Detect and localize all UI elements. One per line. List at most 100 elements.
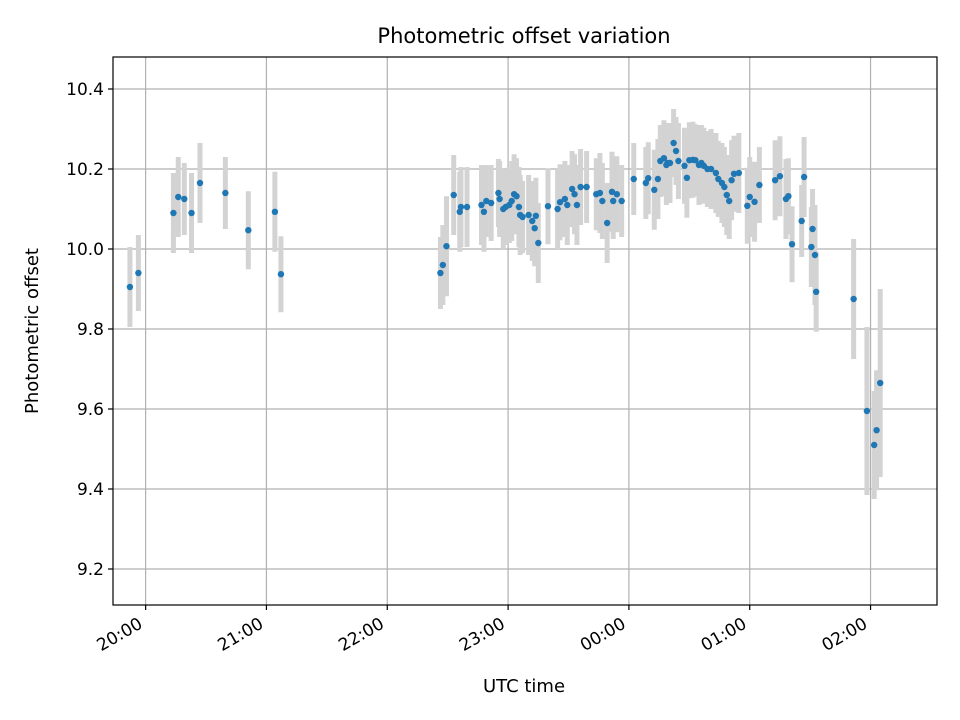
data-point — [135, 269, 142, 277]
y-tick-label: 9.2 — [77, 560, 104, 580]
data-point — [456, 208, 463, 215]
data-point — [596, 189, 604, 197]
y-tick-label: 10.2 — [66, 160, 104, 180]
data-point — [618, 197, 625, 205]
data-point — [873, 427, 880, 434]
data-point — [480, 208, 488, 215]
data-point — [170, 209, 177, 217]
data-point — [630, 175, 637, 183]
point-group — [126, 139, 884, 449]
data-point — [683, 174, 691, 181]
data-point — [675, 157, 682, 165]
data-point — [654, 175, 662, 183]
data-point — [870, 441, 878, 449]
data-point — [483, 197, 490, 205]
y-axis: 9.2 9.4 9.6 9.8 10.0 10.2 10.4 — [66, 80, 113, 580]
data-point — [728, 177, 735, 184]
data-point — [271, 208, 279, 215]
data-point — [642, 179, 650, 187]
data-point — [603, 219, 611, 227]
data-point — [744, 202, 751, 209]
data-point — [437, 269, 444, 277]
data-point — [508, 197, 515, 205]
data-point — [525, 211, 532, 219]
data-point — [863, 407, 871, 415]
data-point — [515, 203, 523, 211]
data-point — [463, 203, 471, 211]
data-point — [812, 288, 820, 295]
data-point — [561, 195, 569, 203]
data-point — [735, 169, 743, 177]
data-point — [850, 295, 857, 303]
data-point — [531, 225, 538, 232]
data-point — [496, 195, 503, 203]
data-point — [756, 181, 763, 189]
data-point — [556, 199, 564, 206]
data-point — [478, 201, 485, 209]
data-point — [609, 197, 617, 205]
data-point — [692, 157, 699, 164]
data-point — [660, 155, 668, 162]
data-point — [439, 261, 447, 269]
data-point — [707, 165, 715, 173]
data-point — [798, 217, 805, 225]
y-tick-label: 10.4 — [66, 80, 104, 100]
data-point — [487, 199, 495, 207]
data-point — [666, 159, 674, 167]
data-point — [126, 283, 134, 291]
data-point — [450, 191, 457, 199]
y-tick-label: 9.4 — [77, 480, 104, 500]
chart-title: Photometric offset variation — [377, 24, 670, 48]
data-point — [519, 213, 526, 221]
data-point — [554, 205, 561, 213]
data-point — [571, 191, 578, 198]
data-point — [723, 191, 730, 199]
data-point — [568, 185, 576, 193]
data-point — [785, 193, 792, 200]
data-point — [535, 239, 542, 247]
y-axis-label: Photometric offset — [22, 248, 43, 414]
data-point — [613, 191, 621, 198]
data-point — [651, 186, 658, 193]
data-point — [670, 139, 677, 147]
data-point — [188, 209, 195, 217]
plot-frame — [112, 56, 938, 606]
data-point — [645, 175, 652, 182]
data-point — [513, 193, 520, 200]
y-tick-label: 10.0 — [66, 240, 104, 260]
data-point — [599, 197, 606, 205]
data-point — [457, 203, 465, 211]
data-point — [809, 225, 816, 233]
data-point — [877, 379, 884, 387]
data-point — [721, 183, 728, 191]
data-point — [175, 193, 182, 201]
data-point — [564, 201, 571, 209]
data-point — [583, 183, 590, 191]
data-point — [181, 195, 188, 203]
data-point — [788, 241, 796, 248]
data-point — [532, 212, 540, 219]
data-point — [800, 173, 808, 181]
data-point — [730, 170, 738, 177]
data-point — [196, 179, 204, 187]
y-tick-label: 9.8 — [77, 320, 104, 340]
data-point — [245, 227, 252, 234]
data-point — [573, 201, 581, 209]
data-point — [811, 251, 819, 259]
data-point — [751, 198, 758, 205]
data-point — [277, 271, 285, 278]
data-point — [808, 243, 815, 251]
x-axis-label: UTC time — [483, 676, 565, 697]
data-point — [776, 173, 784, 180]
data-point — [529, 217, 536, 225]
y-tick-label: 9.6 — [77, 400, 104, 420]
data-point — [746, 193, 753, 201]
data-point — [577, 183, 584, 191]
data-point — [222, 189, 229, 197]
data-point — [771, 177, 779, 184]
data-point — [725, 197, 733, 205]
data-point — [495, 189, 502, 197]
data-point — [712, 169, 720, 177]
